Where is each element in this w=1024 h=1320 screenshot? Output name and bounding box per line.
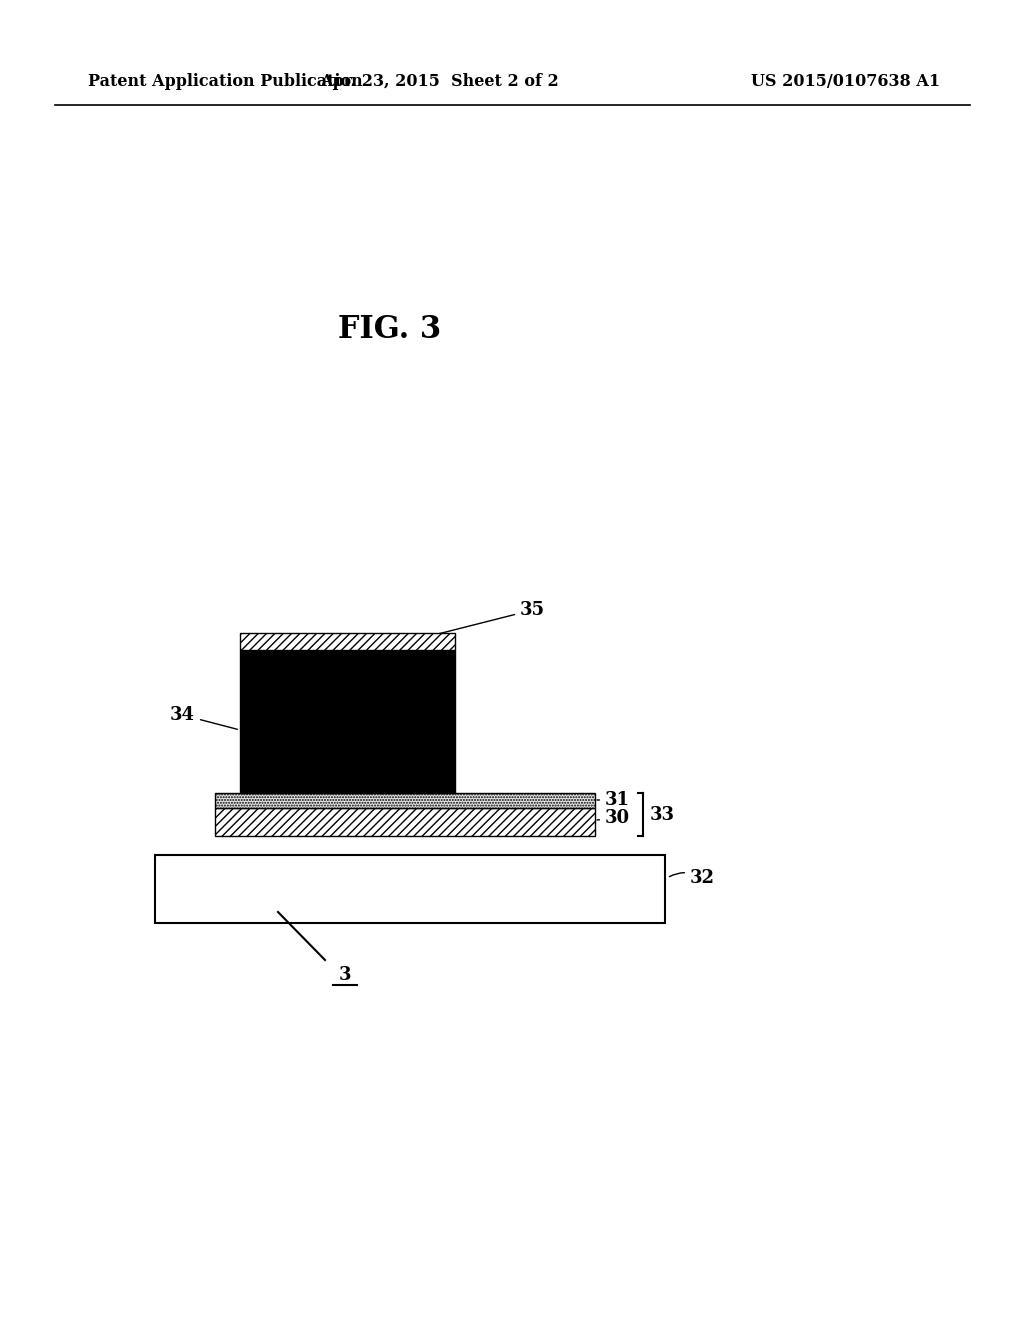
Bar — [240, 634, 455, 649]
Bar — [215, 793, 595, 808]
Text: FIG. 3: FIG. 3 — [338, 314, 441, 346]
Text: 31: 31 — [597, 791, 630, 809]
Text: 30: 30 — [597, 809, 630, 828]
Bar — [240, 649, 455, 793]
Text: 35: 35 — [433, 601, 545, 635]
Text: 33: 33 — [650, 805, 675, 824]
Text: 3: 3 — [339, 966, 351, 983]
Text: Patent Application Publication: Patent Application Publication — [88, 74, 362, 91]
Text: Apr. 23, 2015  Sheet 2 of 2: Apr. 23, 2015 Sheet 2 of 2 — [321, 74, 559, 91]
Bar — [215, 808, 595, 836]
Bar — [155, 855, 665, 923]
Text: 34: 34 — [170, 706, 238, 729]
Text: US 2015/0107638 A1: US 2015/0107638 A1 — [751, 74, 940, 91]
Text: 32: 32 — [670, 869, 715, 887]
